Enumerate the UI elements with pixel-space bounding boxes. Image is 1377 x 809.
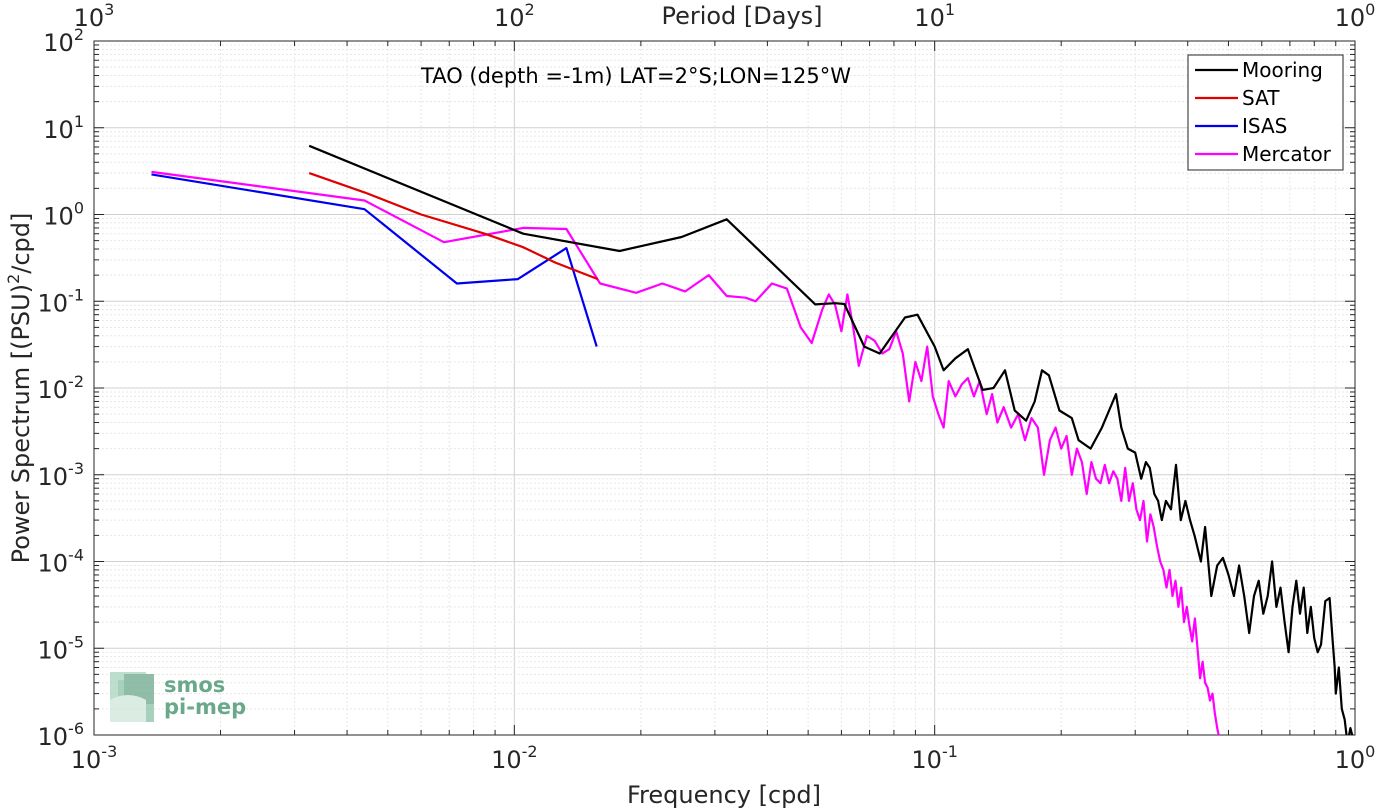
top-tick-label: 102	[494, 0, 535, 32]
legend: Mooring SAT ISAS Mercator	[1187, 54, 1344, 171]
y-tick-label-exp: -1	[68, 285, 84, 304]
y-tick-label-base: 10	[38, 636, 69, 664]
y-tick-label: 100	[43, 199, 84, 231]
y-tick-label: 102	[43, 25, 84, 57]
x-tick-label: 10-3	[71, 742, 118, 774]
top-tick-label-exp: 3	[104, 0, 114, 19]
y-axis-label: Power Spectrum [(PSU)2/cpd]	[4, 213, 35, 564]
top-tick-label: 100	[1335, 0, 1376, 32]
top-tick-label-base: 10	[494, 4, 525, 32]
y-tick-label: 10-5	[38, 632, 85, 664]
top-axis-label: Period [Days]	[661, 2, 822, 30]
top-tick-label-exp: 0	[1365, 0, 1375, 19]
y-tick-label-base: 10	[43, 116, 74, 144]
y-tick-label-exp: -3	[68, 459, 84, 478]
x-tick-label-base: 10	[911, 746, 942, 774]
y-tick-label-exp: 2	[74, 25, 84, 44]
legend-label-sat: SAT	[1242, 86, 1280, 110]
y-axis-label-main: Power Spectrum [(PSU)	[7, 284, 35, 563]
legend-label-mercator: Mercator	[1242, 142, 1332, 166]
top-tick-label-exp: 1	[945, 0, 955, 19]
logo-emblem-icon	[110, 672, 154, 722]
chart-title: TAO (depth =-1m) LAT=2°S;LON=125°W	[420, 64, 851, 88]
smos-logo: smos pi-mep	[110, 672, 246, 722]
legend-label-isas: ISAS	[1242, 114, 1287, 138]
series-lines	[151, 144, 1354, 735]
y-tick-label: 10-4	[38, 546, 85, 578]
y-tick-label-base: 10	[38, 289, 69, 317]
y-tick-label: 101	[43, 112, 84, 144]
y-axis-label-tail: /cpd]	[7, 213, 35, 274]
y-tick-label-exp: -6	[68, 719, 84, 738]
y-tick-label-base: 10	[38, 723, 69, 751]
y-tick-label-exp: -4	[68, 546, 84, 565]
top-tick-label: 103	[74, 0, 115, 32]
series-line-sat	[308, 172, 599, 281]
x-axis-label: Frequency [cpd]	[627, 781, 821, 809]
axis-ticks	[93, 41, 1355, 736]
x-tick-label-base: 10	[1335, 746, 1366, 774]
y-tick-label-exp: 1	[74, 112, 84, 131]
x-tick-label: 100	[1335, 742, 1376, 774]
y-tick-label-base: 10	[38, 463, 69, 491]
grid	[93, 41, 1355, 736]
y-tick-label-base: 10	[43, 29, 74, 57]
top-tick-label-base: 10	[914, 4, 945, 32]
series-line-isas	[151, 173, 598, 347]
y-tick-label-base: 10	[43, 203, 74, 231]
logo-line-1: smos	[164, 673, 225, 697]
x-tick-label-exp: -3	[101, 742, 117, 761]
x-tick-label: 10-1	[911, 742, 958, 774]
top-tick-label-exp: 2	[525, 0, 535, 19]
top-tick-label-base: 10	[1335, 4, 1366, 32]
y-tick-label-exp: 0	[74, 199, 84, 218]
logo-line-2: pi-mep	[164, 695, 246, 719]
y-tick-label: 10-2	[38, 372, 85, 404]
y-tick-label: 10-3	[38, 459, 85, 491]
x-tick-label-exp: 0	[1365, 742, 1375, 761]
y-axis-label-sup: 2	[4, 274, 23, 284]
x-tick-label-base: 10	[71, 746, 102, 774]
series-line-mooring	[308, 144, 1354, 735]
x-tick-label-base: 10	[491, 746, 522, 774]
top-tick-label: 101	[914, 0, 955, 32]
y-tick-label: 10-1	[38, 285, 85, 317]
y-tick-label-base: 10	[38, 376, 69, 404]
y-tick-label-exp: -2	[68, 372, 84, 391]
x-tick-label-exp: -2	[522, 742, 538, 761]
series-line-mercator	[151, 170, 1220, 735]
x-tick-label: 10-2	[491, 742, 538, 774]
y-tick-label: 10-6	[38, 719, 85, 751]
x-tick-label-exp: -1	[942, 742, 958, 761]
legend-label-mooring: Mooring	[1242, 58, 1323, 82]
y-tick-label-exp: -5	[68, 632, 84, 651]
top-tick-label-base: 10	[74, 4, 105, 32]
y-tick-label-base: 10	[38, 550, 69, 578]
